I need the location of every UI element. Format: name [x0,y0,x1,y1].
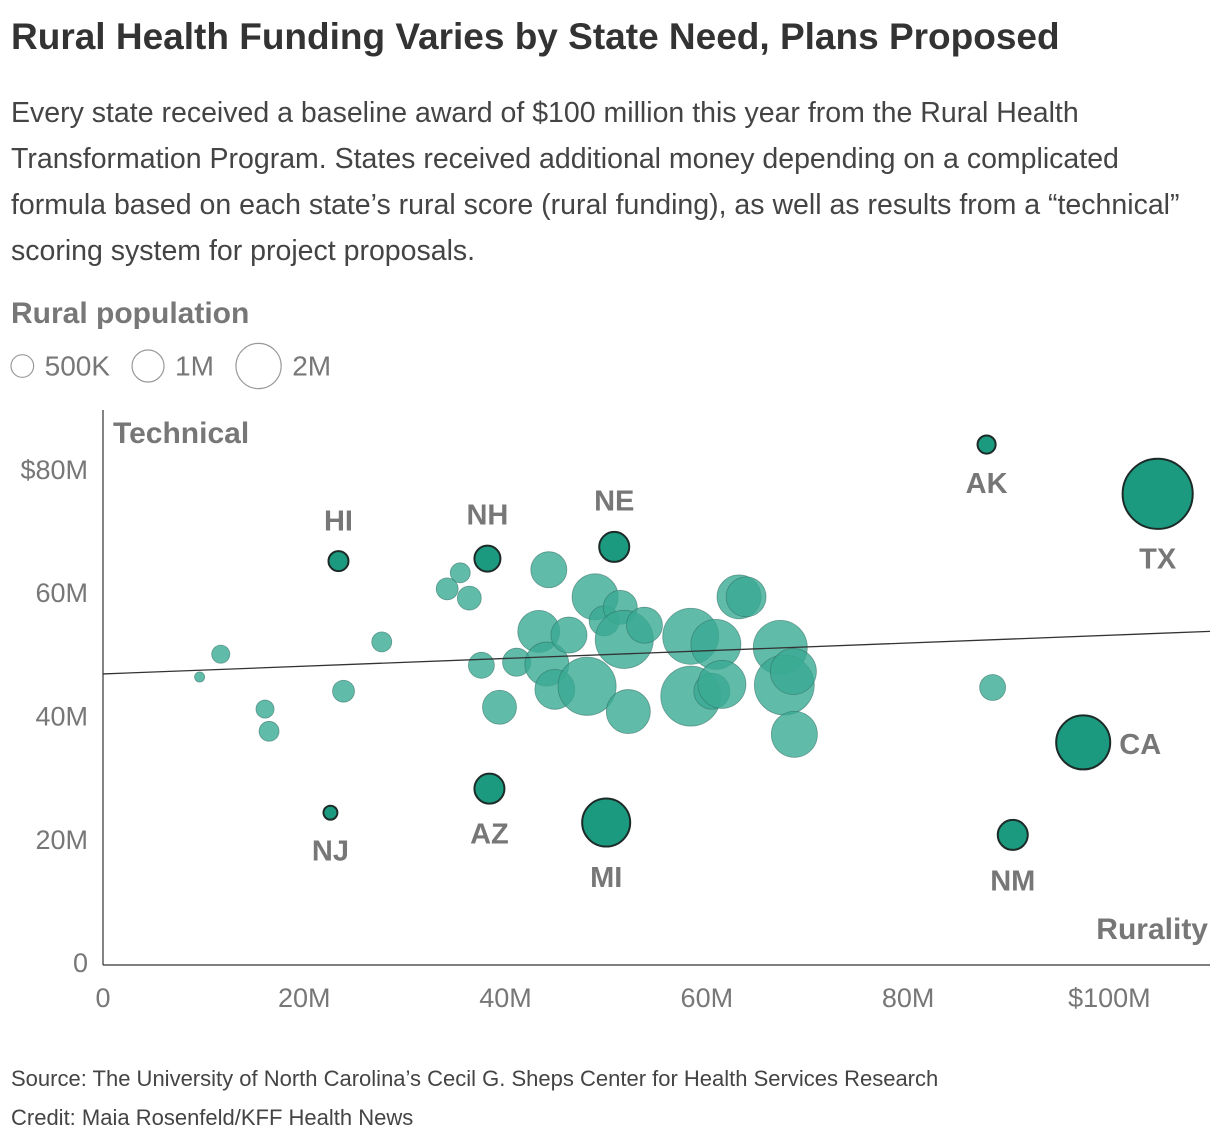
credit: Credit: Maia Rosenfeld/KFF Health News [11,1105,414,1130]
bubble [605,689,651,734]
bubble [550,616,588,654]
legend-size [235,342,282,390]
bubble [211,644,231,664]
bubble [473,544,502,573]
x-tick-label: 40M [479,983,532,1013]
bubble [473,772,506,805]
bubble [332,679,355,703]
legend-size [10,354,35,378]
bubble [530,551,568,589]
bubble [435,577,459,601]
bubble [979,674,1007,701]
y-tick-label: 60M [35,578,88,608]
legend-title: Rural population [11,297,249,330]
bubble [769,648,817,695]
chart: Rural population Technical Rurality 500K… [10,297,1211,1013]
x-tick-label: 20M [278,983,331,1013]
bubble [467,651,495,679]
bubble [194,671,206,683]
y-axis-title: Technical [113,417,249,450]
point-label: AZ [470,818,509,850]
x-tick-label: $100M [1068,983,1151,1013]
point-label: NJ [312,835,349,867]
bubble [625,606,663,644]
legend-size [131,349,165,383]
chart-subtitle: Every state received a baseline award of… [11,97,1180,267]
legend-label: 2M [292,350,331,381]
y-tick-label: $80M [20,455,88,485]
point-label: NH [466,499,508,531]
point-label: MI [590,862,622,894]
chart-title: Rural Health Funding Varies by State Nee… [11,16,1060,57]
bubble [1055,714,1112,771]
bubble [598,530,631,563]
bubble [697,660,747,709]
bubble [449,562,471,584]
point-label: TX [1139,544,1177,576]
source: Source: The University of North Carolina… [11,1066,939,1091]
y-tick-label: 20M [35,825,88,855]
bubble [322,804,339,821]
legend-label: 1M [175,350,214,381]
bubble [770,710,818,758]
bubble [725,576,767,618]
bubble [996,818,1029,851]
bubble [482,689,517,725]
point-label: NE [594,486,634,518]
y-tick-label: 0 [73,948,88,978]
x-tick-label: 0 [95,983,110,1013]
bubble [258,720,280,742]
bubble [327,550,350,573]
bubble [255,699,275,719]
x-tick-label: 80M [882,983,935,1013]
x-tick-label: 60M [681,983,734,1013]
bubble [557,656,617,716]
point-label: CA [1119,729,1161,761]
bubble [581,797,632,848]
bubble [1121,457,1194,530]
bubble [976,434,997,455]
trend-line [102,630,1211,675]
point-label: NM [990,866,1035,898]
legend-label: 500K [45,350,111,381]
point-label: HI [324,506,353,538]
point-label: AK [966,468,1008,500]
bubble [456,585,482,611]
bubble [371,631,393,653]
x-axis-title: Rurality [1096,913,1208,946]
y-tick-label: 40M [35,701,88,731]
